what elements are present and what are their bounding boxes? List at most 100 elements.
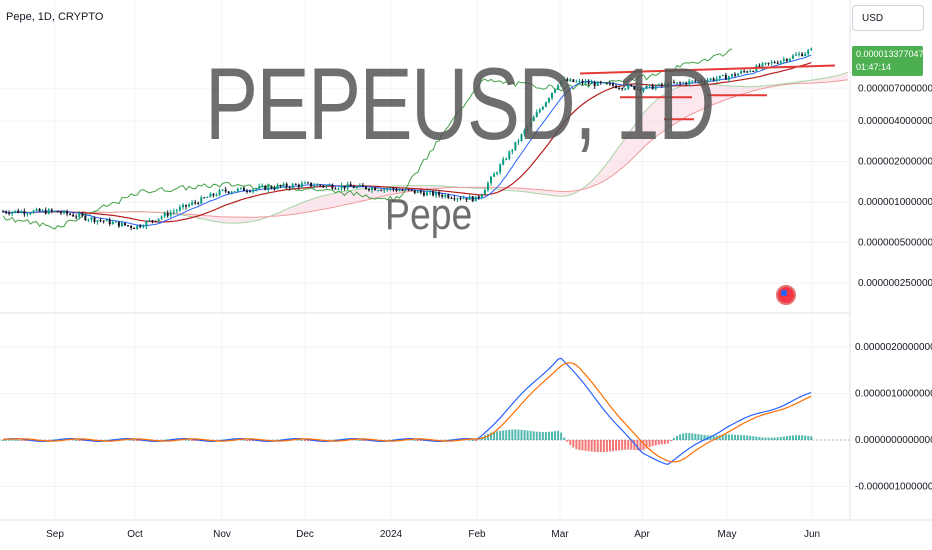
candle-body <box>505 159 508 161</box>
histogram-bar <box>20 440 23 441</box>
candle-body <box>724 75 727 80</box>
histogram-bar <box>242 439 245 441</box>
histogram-bar <box>752 436 755 440</box>
candle-body <box>798 53 801 55</box>
candle-body <box>96 220 99 222</box>
candle-body <box>328 184 331 186</box>
axes: 0.0000070000000 0.0000040000000 0.00000200… <box>46 83 932 540</box>
candle-body <box>654 86 657 90</box>
candle-body <box>425 192 428 196</box>
cloud-fill <box>82 72 848 224</box>
base-line <box>2 62 812 223</box>
histogram-bar <box>779 436 782 440</box>
candle-body <box>621 88 624 90</box>
histogram-bar <box>764 437 767 440</box>
candle-body <box>557 85 560 90</box>
candle-body <box>8 212 11 214</box>
histogram-bar <box>544 431 547 440</box>
histogram-bar <box>526 430 529 440</box>
candle-body <box>17 210 20 213</box>
candle-body <box>233 191 236 193</box>
candle-body <box>120 222 123 227</box>
candle-body <box>276 185 279 189</box>
macd-line <box>2 357 812 465</box>
histogram-bar <box>703 434 706 440</box>
candle-body <box>459 198 462 200</box>
histogram-bar <box>5 439 8 441</box>
histogram-bar <box>621 440 624 450</box>
histogram-bar <box>791 435 794 440</box>
candle-body <box>264 185 267 190</box>
candle-body <box>166 212 169 216</box>
candle-body <box>749 71 752 73</box>
candle-body <box>651 84 654 90</box>
histogram-bar <box>740 435 743 440</box>
candle-body <box>380 190 383 192</box>
candle-body <box>770 62 773 64</box>
candle-body <box>493 173 496 177</box>
candle-body <box>227 191 230 194</box>
bar-countdown: 01:47:14 <box>856 62 892 72</box>
candle-body <box>66 210 69 214</box>
y-tick-label: 0.0000020000000 <box>858 157 932 168</box>
candle-body <box>612 83 614 86</box>
histogram-bar <box>673 437 675 440</box>
candle-body <box>35 208 38 211</box>
candle-body <box>727 76 730 80</box>
histogram-bar <box>303 440 306 441</box>
histogram-bar <box>651 440 654 447</box>
watermark-name: Pepe <box>385 190 473 239</box>
histogram-bar <box>535 431 538 440</box>
last-price: 0.000013377047 <box>856 49 924 59</box>
histogram-bar <box>798 435 801 440</box>
candle-body <box>648 84 651 86</box>
histogram-bar <box>8 439 11 441</box>
x-tick-label: May <box>718 529 737 540</box>
candle-body <box>230 191 233 194</box>
currency-selector[interactable]: USD <box>852 5 924 31</box>
candle-body <box>313 185 316 187</box>
candle-body <box>795 54 797 56</box>
histogram-bar <box>563 437 566 440</box>
histogram-bar <box>581 440 584 451</box>
candle-body <box>361 185 364 187</box>
candle-body <box>734 74 736 76</box>
conversion-line <box>2 54 812 227</box>
candle-body <box>383 189 386 191</box>
histogram-bar <box>474 440 477 441</box>
histogram-bar <box>795 435 797 440</box>
candle-body <box>90 217 93 220</box>
candle-body <box>63 210 65 214</box>
candle-body <box>188 204 191 207</box>
candle-body <box>578 80 581 82</box>
candle-body <box>127 225 130 227</box>
candle-body <box>514 141 517 150</box>
candle-body <box>160 216 163 219</box>
candle-body <box>148 220 151 222</box>
histogram-bar <box>593 440 596 452</box>
candle-body <box>413 190 416 193</box>
candle-body <box>642 88 645 91</box>
candle-body <box>111 221 114 225</box>
histogram-bar <box>590 440 593 452</box>
histogram-bar <box>654 440 657 446</box>
candle-body <box>685 82 688 85</box>
histogram-bar <box>615 440 618 451</box>
histogram-bar <box>587 440 590 452</box>
histogram-bar <box>508 429 511 440</box>
candle-body <box>569 79 572 82</box>
histogram-bar <box>569 440 572 446</box>
symbol-title[interactable]: Pepe, 1D, CRYPTO <box>6 11 104 23</box>
us-flag-icon[interactable] <box>776 285 796 305</box>
candle-body <box>581 80 584 84</box>
candle-body <box>465 198 468 200</box>
candle-body <box>645 85 648 89</box>
candle-body <box>29 213 32 215</box>
candle-body <box>72 214 75 217</box>
candle-body <box>444 194 447 197</box>
candle-body <box>23 211 26 214</box>
candle-body <box>416 190 419 193</box>
candle-body <box>368 189 370 191</box>
candle-body <box>477 196 480 199</box>
